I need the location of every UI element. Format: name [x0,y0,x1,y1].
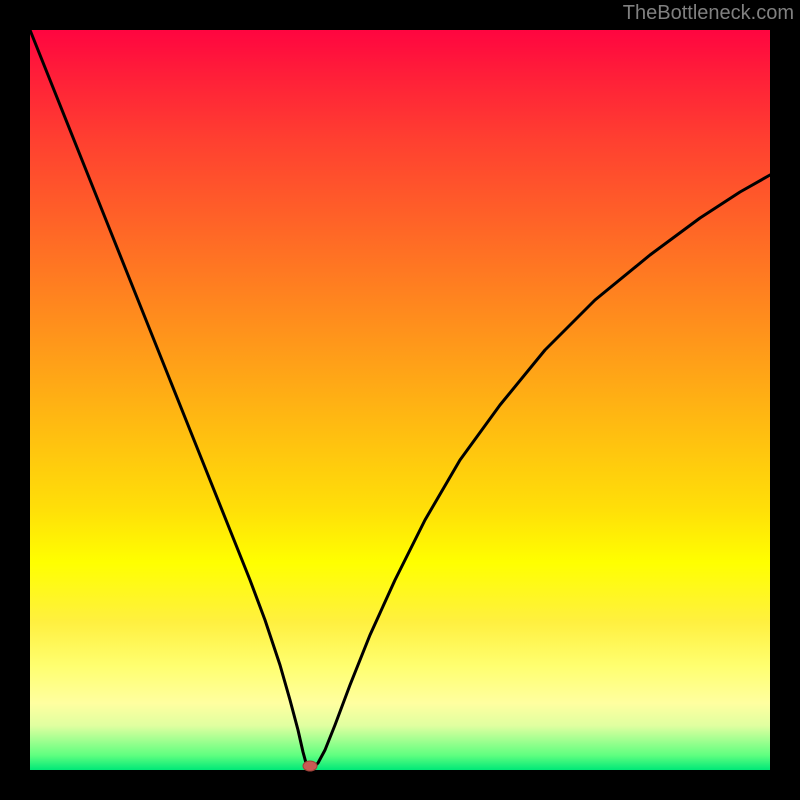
optimal-point-marker [303,761,317,771]
watermark-text: TheBottleneck.com [623,2,794,25]
bottleneck-chart: TheBottleneck.com [0,0,800,800]
plot-background [30,30,770,770]
chart-svg [0,0,800,800]
